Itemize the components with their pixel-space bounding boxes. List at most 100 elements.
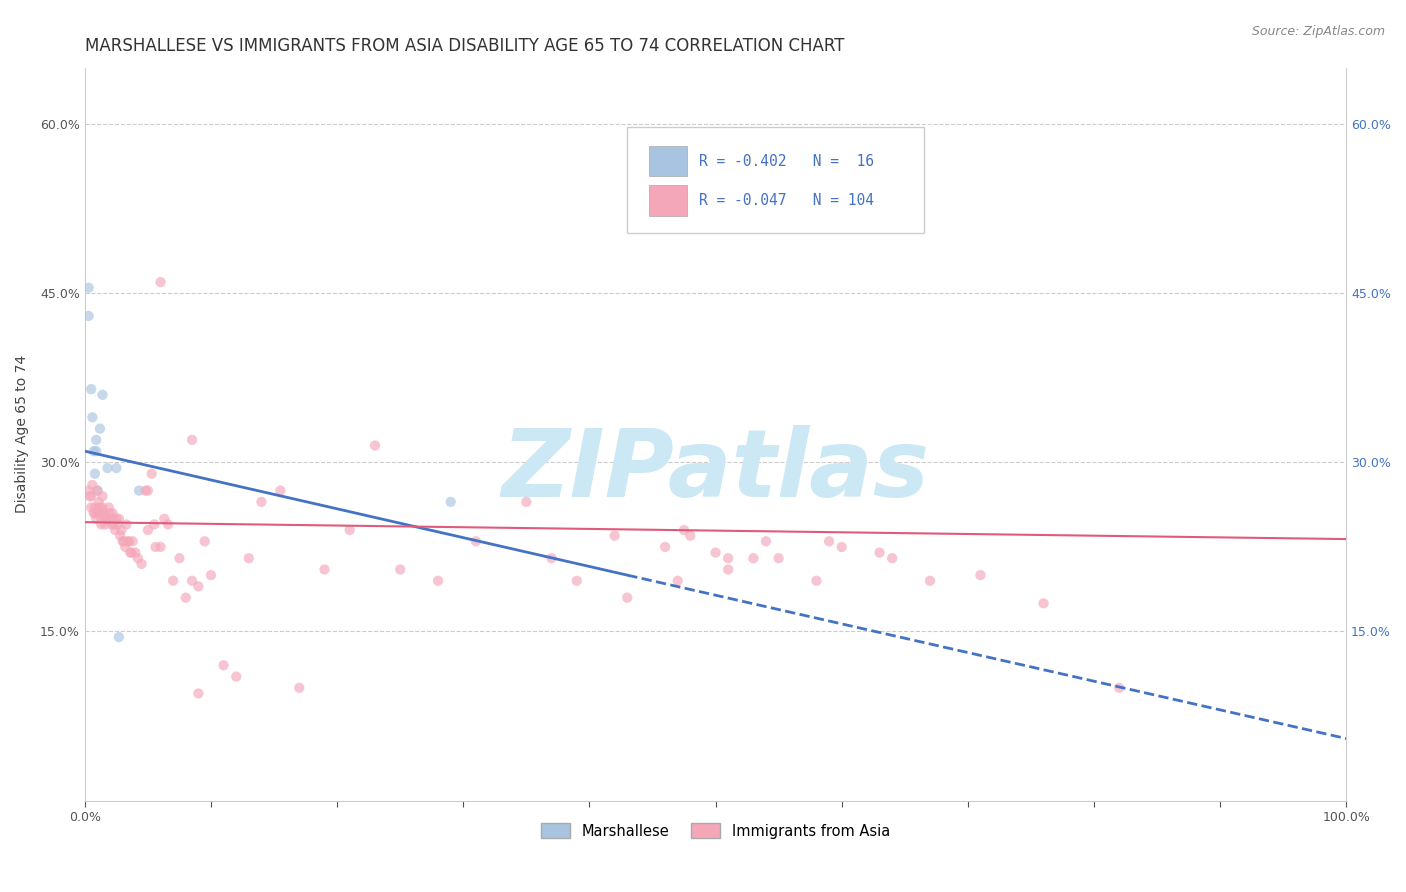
Text: R = -0.402   N =  16: R = -0.402 N = 16 [699,153,875,169]
Point [108,630,131,644]
Point [83,444,105,458]
Point [96,461,118,475]
Point [108,529,131,543]
Point [141,467,163,481]
Point [89,500,111,515]
Point [82,410,104,425]
Point [91,500,114,515]
Point [96,512,118,526]
Point [117,534,139,549]
Point [806,574,828,588]
Point [96,512,118,526]
Point [269,483,291,498]
Point [118,534,141,549]
Point [105,512,128,526]
Point [440,495,463,509]
Point [89,506,111,520]
Point [314,562,336,576]
Point [127,551,149,566]
Text: MARSHALLESE VS IMMIGRANTS FROM ASIA DISABILITY AGE 65 TO 74 CORRELATION CHART: MARSHALLESE VS IMMIGRANTS FROM ASIA DISA… [84,37,845,55]
Point [105,461,128,475]
Point [187,686,209,700]
Point [250,495,273,509]
Point [93,506,115,520]
Text: Source: ZipAtlas.com: Source: ZipAtlas.com [1251,25,1385,38]
Point [704,545,727,559]
Point [93,506,115,520]
Point [364,438,387,452]
Point [565,574,588,588]
Point [157,517,180,532]
Bar [648,145,686,177]
Point [755,534,778,549]
Point [194,534,217,549]
Point [654,540,676,554]
Point [84,506,107,520]
Point [104,523,127,537]
Point [107,517,129,532]
Point [91,489,114,503]
Legend: Marshallese, Immigrants from Asia: Marshallese, Immigrants from Asia [534,817,896,845]
FancyBboxPatch shape [627,127,924,233]
Point [111,534,134,549]
Point [112,534,135,549]
Point [121,534,143,549]
Point [181,574,204,588]
Point [187,579,209,593]
Point [84,500,107,515]
Point [134,483,156,498]
Point [84,433,107,447]
Point [101,506,124,520]
Point [717,551,740,566]
Point [94,512,117,526]
Point [79,489,101,503]
Point [131,557,153,571]
Point [114,540,136,554]
Point [84,467,107,481]
Point [918,574,941,588]
Point [818,534,841,549]
Point [98,506,121,520]
Point [464,534,486,549]
Point [103,517,125,532]
Point [128,483,150,498]
Point [97,500,120,515]
Point [80,382,103,396]
Point [603,529,626,543]
Point [120,545,142,559]
Point [100,517,122,532]
Point [110,523,132,537]
Point [869,545,891,559]
Point [153,512,176,526]
Point [427,574,450,588]
Point [673,523,696,537]
Point [87,495,110,509]
Point [90,517,112,532]
Point [162,574,184,588]
Point [666,574,689,588]
Point [121,545,143,559]
Point [174,591,197,605]
Point [181,433,204,447]
Point [89,422,111,436]
Point [86,483,108,498]
Point [225,669,247,683]
Point [84,512,107,526]
Y-axis label: Disability Age 65 to 74: Disability Age 65 to 74 [15,355,30,513]
Bar [648,186,686,216]
Point [1032,596,1054,610]
Point [86,483,108,498]
Point [831,540,853,554]
Point [145,540,167,554]
Point [86,506,108,520]
Point [717,562,740,576]
Point [84,444,107,458]
Point [616,591,638,605]
Point [83,506,105,520]
Point [82,478,104,492]
Point [87,500,110,515]
Point [882,551,904,566]
Text: R = -0.047   N = 104: R = -0.047 N = 104 [699,193,875,208]
Point [94,517,117,532]
Point [969,568,991,582]
